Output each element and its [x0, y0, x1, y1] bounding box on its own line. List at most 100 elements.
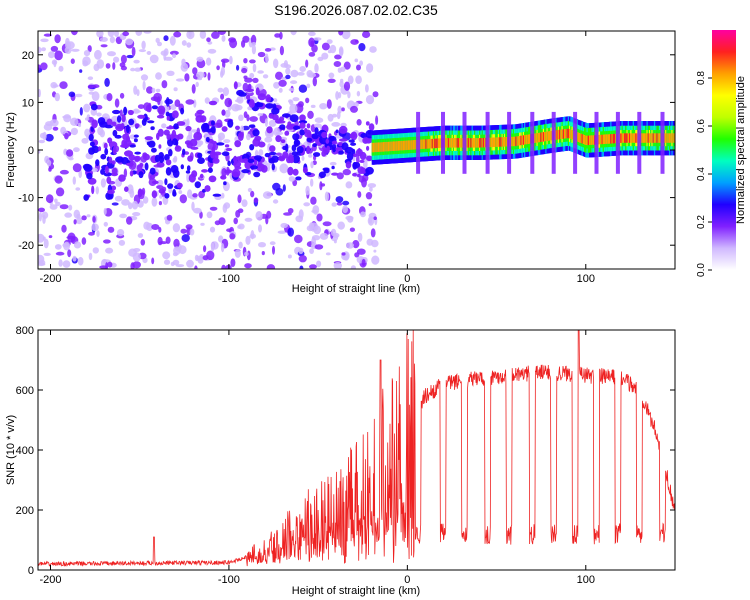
- noise-blob: [290, 69, 299, 78]
- signal-blob: [252, 138, 261, 147]
- signal-blob: [279, 124, 286, 130]
- noise-blob: [236, 96, 244, 104]
- noise-blob: [71, 31, 78, 36]
- noise-blob: [100, 44, 108, 48]
- noise-blob: [40, 62, 48, 71]
- noise-blob: [314, 244, 324, 250]
- noise-blob: [96, 112, 102, 117]
- noise-blob: [361, 258, 366, 267]
- noise-blob: [118, 239, 126, 246]
- noise-blob: [79, 69, 83, 73]
- noise-blob: [125, 38, 134, 46]
- noise-blob: [175, 78, 185, 82]
- noise-blob: [319, 232, 329, 240]
- ridge-spike: [416, 111, 421, 174]
- signal-blob: [325, 138, 330, 144]
- noise-blob: [261, 251, 265, 256]
- signal-blob: [129, 144, 137, 148]
- signal-blob: [293, 139, 301, 147]
- noise-blob: [273, 127, 281, 137]
- noise-blob: [181, 234, 190, 243]
- noise-blob: [82, 60, 89, 67]
- noise-blob: [331, 122, 341, 127]
- noise-blob: [107, 51, 116, 57]
- signal-blob: [134, 151, 141, 155]
- noise-blob: [103, 239, 111, 244]
- noise-blob: [238, 223, 245, 230]
- noise-blob: [194, 265, 198, 269]
- noise-blob: [165, 97, 170, 107]
- ridge-spike: [660, 111, 665, 174]
- noise-blob: [137, 233, 144, 238]
- noise-blob: [311, 236, 316, 247]
- noise-blob: [237, 194, 242, 204]
- signal-blob: [137, 188, 143, 198]
- signal-blob: [151, 147, 157, 153]
- noise-blob: [166, 70, 175, 77]
- noise-blob: [77, 256, 84, 266]
- noise-blob: [53, 60, 57, 68]
- signal-blob: [357, 166, 365, 175]
- noise-blob: [170, 104, 177, 111]
- signal-blob: [115, 123, 125, 132]
- noise-blob: [103, 207, 107, 215]
- noise-blob: [95, 186, 100, 195]
- signal-blob: [357, 173, 361, 178]
- noise-blob: [164, 56, 173, 61]
- signal-blob: [311, 133, 319, 140]
- noise-blob: [238, 114, 244, 122]
- signal-blob: [151, 190, 158, 199]
- noise-blob: [119, 92, 125, 99]
- noise-blob: [113, 56, 120, 63]
- signal-blob: [173, 123, 179, 130]
- noise-blob: [156, 185, 164, 190]
- signal-blob: [100, 153, 107, 160]
- noise-blob: [339, 80, 344, 88]
- signal-blob: [299, 122, 306, 129]
- noise-blob: [356, 90, 361, 97]
- noise-blob: [352, 240, 360, 249]
- signal-blob: [306, 137, 313, 142]
- noise-blob: [228, 37, 237, 43]
- noise-blob: [273, 98, 278, 103]
- signal-blob: [144, 162, 149, 171]
- signal-blob: [112, 129, 118, 137]
- ridge-cell: [480, 138, 483, 148]
- noise-blob: [48, 235, 53, 239]
- noise-blob: [220, 58, 230, 63]
- noise-blob: [244, 263, 252, 269]
- noise-blob: [207, 72, 211, 81]
- noise-blob: [258, 149, 264, 156]
- noise-blob: [75, 93, 83, 98]
- signal-blob: [126, 160, 131, 164]
- noise-blob: [156, 179, 164, 186]
- noise-blob: [81, 215, 87, 221]
- x-tick-label: -100: [218, 273, 240, 285]
- y-tick-label: 800: [16, 325, 34, 337]
- noise-blob: [218, 217, 226, 226]
- signal-blob: [103, 142, 108, 149]
- noise-blob: [277, 230, 287, 234]
- noise-blob: [122, 31, 130, 37]
- noise-blob: [360, 211, 366, 218]
- signal-blob: [284, 130, 290, 136]
- noise-blob: [272, 199, 279, 204]
- noise-blob: [70, 58, 75, 64]
- noise-blob: [217, 31, 226, 35]
- spectrogram-ylabel: Frequency (Hz): [5, 112, 17, 188]
- noise-blob: [252, 63, 257, 73]
- noise-blob: [207, 48, 217, 54]
- noise-blob: [223, 139, 231, 144]
- noise-blob: [54, 244, 62, 250]
- signal-blob: [185, 125, 192, 132]
- noise-blob: [326, 39, 333, 44]
- signal-blob: [211, 146, 215, 155]
- noise-blob: [54, 175, 63, 184]
- noise-blob: [180, 228, 187, 234]
- signal-blob: [133, 134, 139, 138]
- signal-blob: [121, 114, 126, 123]
- noise-blob: [54, 92, 60, 102]
- noise-blob: [189, 228, 195, 236]
- signal-blob: [104, 148, 109, 156]
